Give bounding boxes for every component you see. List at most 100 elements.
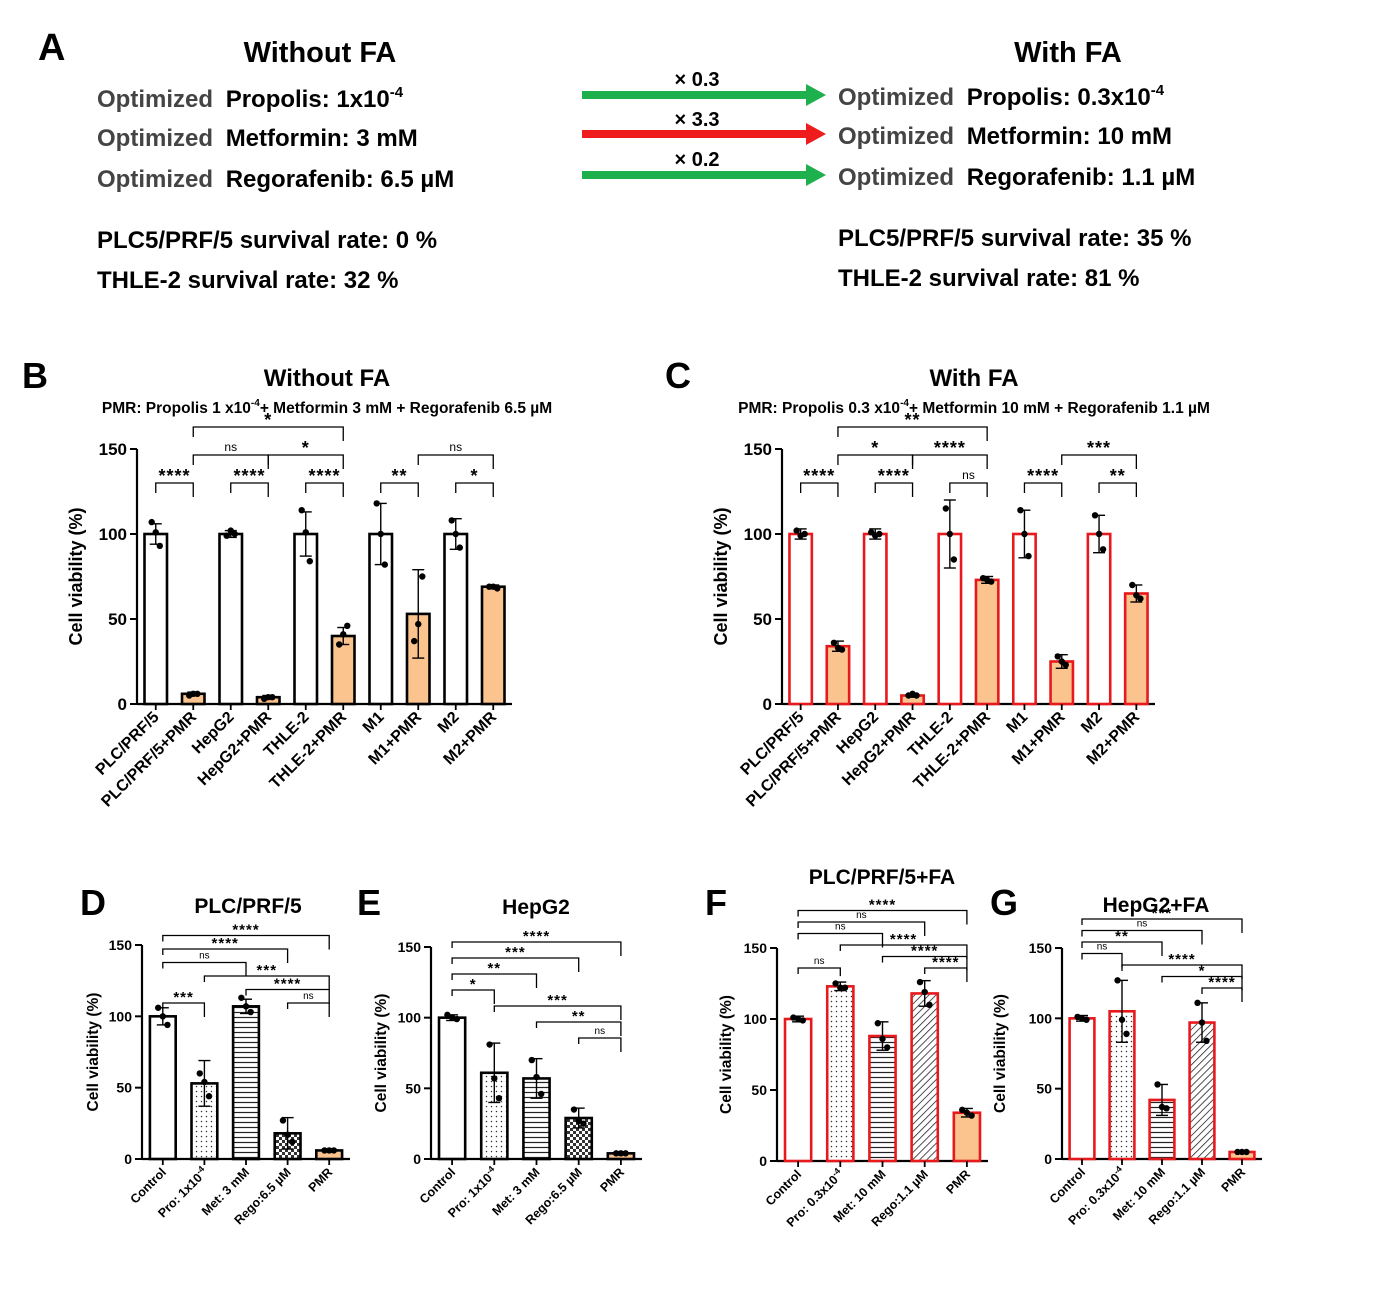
data-point <box>1203 1037 1210 1045</box>
y-tick-label: 150 <box>99 440 127 459</box>
significance-bracket <box>797 909 968 925</box>
significance-label: **** <box>232 922 259 939</box>
significance-label: * <box>871 438 879 458</box>
significance-label: *** <box>1087 438 1111 458</box>
left-row-1-sup: -4 <box>390 84 404 101</box>
data-point <box>841 984 849 991</box>
significance-bracket <box>1081 941 1163 956</box>
y-tick-label: 0 <box>763 695 772 714</box>
significance-label: *** <box>505 944 526 961</box>
left-survival-1: PLC5/PRF/5 survival rate: 0 % <box>97 227 437 254</box>
x-tick-label: PMR <box>1219 1165 1249 1195</box>
data-point <box>1091 512 1099 519</box>
significance-bracket <box>1061 454 1137 469</box>
significance-bracket <box>837 426 988 441</box>
significance-bracket <box>230 482 269 497</box>
significance-bracket <box>1081 918 1243 933</box>
significance-label: **** <box>869 897 896 914</box>
data-point <box>1123 1030 1130 1038</box>
significance-label: ns <box>1097 942 1108 953</box>
bar-m2 <box>1086 532 1112 706</box>
significance-label: ** <box>391 466 407 486</box>
y-axis-label: Cell viability (%) <box>711 507 731 645</box>
bar-rego-1-1-m <box>910 992 940 1163</box>
data-point <box>950 556 958 563</box>
data-point <box>801 530 808 538</box>
bar-pro-0-3x10-4 <box>825 985 855 1163</box>
data-point <box>958 1106 966 1114</box>
bar-m2-pmr <box>480 585 506 706</box>
right-survival-2: THLE-2 survival rate: 81 % <box>838 265 1139 292</box>
data-point <box>921 988 928 996</box>
y-tick-label: 100 <box>398 1010 422 1026</box>
significance-bracket <box>881 955 968 971</box>
significance-label: ** <box>572 1008 586 1025</box>
x-tick-label: PMR <box>306 1165 336 1195</box>
arrow-1: × 0.3 <box>582 69 826 106</box>
x-tick-label: Control <box>763 1167 804 1208</box>
data-point <box>231 530 238 538</box>
significance-label: * <box>470 976 477 993</box>
significance-label: **** <box>878 466 910 486</box>
right-row-1-text: Propolis: 0.3x10 <box>967 84 1151 111</box>
panel-a-left-title: Without FA <box>244 37 397 69</box>
significance-label: * <box>1199 963 1206 980</box>
significance-bracket <box>203 975 330 990</box>
panel-letter: B <box>22 355 48 396</box>
significance-bracket <box>286 1002 330 1017</box>
data-point <box>201 1078 208 1086</box>
data-point <box>494 585 501 592</box>
data-point <box>570 1106 578 1113</box>
y-tick-label: 150 <box>398 939 422 955</box>
significance-label: ** <box>1115 928 1129 945</box>
bar-control <box>1068 1017 1096 1161</box>
data-point <box>793 527 800 534</box>
significance-bracket <box>839 944 968 959</box>
panel-a-letter: A <box>38 27 65 69</box>
significance-label: ns <box>962 468 975 482</box>
data-point <box>874 1020 881 1027</box>
y-tick-label: 0 <box>759 1153 767 1169</box>
data-point <box>1062 661 1069 669</box>
left-row-1-prefix: Optimized <box>97 86 213 113</box>
data-point <box>580 1120 587 1127</box>
right-row-2: Optimized Metformin: 10 mM <box>838 123 1172 150</box>
bar-rego-1-1-m <box>1188 1021 1216 1161</box>
data-point <box>1238 1148 1246 1156</box>
panel-letter: F <box>705 882 727 923</box>
data-point <box>495 1095 503 1102</box>
data-point <box>926 1001 933 1008</box>
panel-letter: G <box>990 882 1018 923</box>
significance-bracket <box>267 454 344 469</box>
data-point <box>242 1003 250 1010</box>
significance-label: **** <box>911 943 938 960</box>
data-point <box>321 1147 328 1154</box>
data-point <box>1114 977 1121 984</box>
x-tick-label: PMR <box>943 1167 973 1197</box>
data-point <box>456 544 463 551</box>
data-point <box>298 507 305 514</box>
significance-label: ns <box>449 440 462 454</box>
data-point <box>448 517 455 524</box>
significance-label: ** <box>905 410 921 430</box>
arrow-3-mult: × 0.2 <box>674 149 719 171</box>
chart-title: Without FA <box>264 365 390 392</box>
subtitle-pre: PMR: Propolis 1 x10 <box>102 400 251 417</box>
data-point <box>164 1021 171 1029</box>
y-tick-label: 100 <box>744 525 772 544</box>
arrow-1-mult: × 0.3 <box>674 69 719 91</box>
significance-bracket <box>451 973 538 988</box>
significance-bracket <box>1201 987 1243 1002</box>
significance-label: * <box>302 438 310 458</box>
data-point <box>159 1013 166 1020</box>
data-point <box>330 1147 338 1154</box>
panel-a-right-title: With FA <box>1014 37 1122 69</box>
data-point <box>1163 1105 1170 1112</box>
bar-control <box>437 1016 467 1161</box>
data-point <box>1129 581 1136 589</box>
x-tick-label: M1 <box>1004 709 1032 737</box>
significance-label: **** <box>803 466 835 486</box>
y-tick-label: 50 <box>108 610 127 629</box>
significance-bracket <box>493 1005 622 1020</box>
